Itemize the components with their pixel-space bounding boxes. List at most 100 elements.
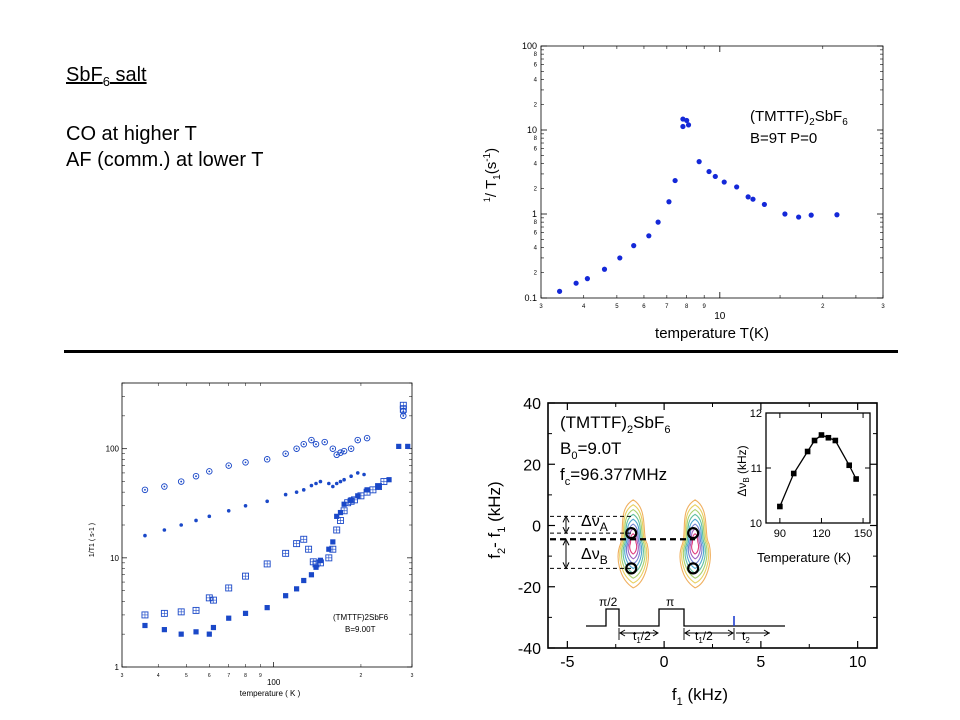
slide-text: SbF6 salt CO at higher T AF (comm.) at l…	[66, 62, 263, 173]
svg-text:B=9.00T: B=9.00T	[345, 625, 376, 634]
chart1-ytick-minor-label: 2	[534, 103, 538, 109]
chart2-point-center	[180, 480, 183, 483]
chart2-point-ring	[177, 478, 185, 485]
chart3-peak-marker	[687, 527, 700, 540]
chart1-ytick-label: 0.1	[524, 293, 537, 303]
chart2-point-circle	[225, 462, 232, 469]
chart3-inset-ylabel: ΔνB (kHz)	[735, 445, 751, 496]
chart1-xtick-minor-label: 5	[615, 304, 619, 310]
chart2-point-boxed	[293, 540, 301, 548]
chart2-point-boxed	[325, 554, 333, 562]
chart1-data-point	[706, 168, 712, 175]
chart1-data-point	[655, 219, 661, 225]
svg-text:ΔνB: ΔνB	[581, 546, 608, 567]
chart2-point-center	[163, 485, 166, 488]
chart3-contour-right	[679, 499, 711, 589]
chart2-point-boxed	[209, 596, 217, 604]
chart2-point-boxed	[192, 606, 200, 614]
chart1-data-point	[750, 196, 756, 202]
chart2-point-square	[396, 443, 402, 449]
chart2-point-ring	[192, 472, 200, 480]
chart2-point-ring	[329, 445, 337, 452]
chart1-data-point	[631, 243, 637, 249]
chart2-point-center	[402, 414, 405, 417]
chart3-inset: 90 120 150 10 11 12	[750, 408, 872, 540]
chart3-inset-ytick-label: 11	[751, 463, 762, 475]
chart2-xtick-label: 100	[267, 678, 281, 687]
chart3-peaks	[625, 527, 700, 575]
chart2-point-ring	[312, 440, 320, 448]
svg-text:π: π	[666, 595, 674, 609]
chart3-ytick-label: 40	[523, 396, 541, 413]
chart2-point-ring	[354, 436, 361, 444]
chart3-ytick-label: -20	[518, 580, 541, 597]
chart2-xtick-minor-label: 6	[208, 673, 211, 679]
chart2-point-ring	[333, 451, 340, 459]
chart2-point-center	[144, 488, 146, 491]
slide-title: SbF6 salt	[66, 64, 147, 89]
chart2-point-boxed	[282, 549, 290, 557]
chart2-point-center	[315, 443, 317, 446]
chart2-point-circle	[177, 478, 185, 485]
chart2-ytick-label: 1	[115, 663, 120, 672]
chart2-point-ring	[363, 434, 371, 442]
chart1-ytick-minor-label: 4	[534, 245, 538, 251]
chart2-point-dot	[334, 481, 339, 486]
chart1-data-point	[761, 201, 767, 208]
chart3-contour-line	[627, 528, 639, 560]
chart2-point-ring	[308, 436, 315, 444]
chart2-ticks: 1 10 100 3 4 5 6 7 8 9 2 3 100	[106, 382, 414, 687]
chart1-ytick-minor-label: 6	[534, 63, 538, 69]
chart2-point-square	[161, 627, 167, 633]
chart1-xtick-minor-label: 9	[703, 304, 707, 310]
chart2-point-dot	[314, 481, 318, 486]
bullet-1: CO at higher T	[66, 123, 197, 145]
chart1-data-point	[646, 233, 652, 239]
chart1-ytick-minor-label: 8	[534, 136, 538, 142]
chart2-point-circle	[192, 472, 200, 480]
chart2-point-ring	[337, 449, 344, 456]
chart3-peak-marker	[625, 562, 638, 575]
chart2-xtick-minor-label: 3	[121, 673, 124, 679]
chart2-ylabel: 1/T1 ( s-1 )	[89, 523, 96, 557]
chart2-point-dot	[243, 503, 248, 508]
chart3-arrowhead	[562, 526, 570, 535]
chart2-xtick-minor-label: 4	[157, 673, 160, 679]
chart3-inset-point	[811, 437, 818, 444]
chart3-ytick-label: 0	[532, 519, 541, 536]
chart1-plot-border	[540, 45, 884, 299]
chart1-ytick-label: 1	[532, 209, 537, 219]
chart2-point-center	[195, 475, 197, 478]
chart3-interval-head	[684, 629, 691, 637]
chart1-data-point	[745, 194, 751, 200]
chart2-point-center	[323, 441, 326, 443]
chart2-point-center	[302, 443, 305, 446]
chart2-point-boxed	[141, 611, 149, 619]
chart2-point-circle	[347, 445, 355, 452]
chart2-point-center	[227, 464, 230, 467]
svg-text:f2- f1 (kHz): f2- f1 (kHz)	[485, 481, 508, 558]
chart3-xtick-label: 5	[756, 654, 765, 671]
chart2-point-center	[284, 452, 287, 455]
chart2-point-ring	[400, 412, 407, 420]
chart2-point-ring	[340, 447, 348, 455]
chart1-data-point	[834, 212, 840, 218]
chart3-xtick-label: -5	[560, 654, 574, 671]
chart3-peak-marker	[625, 527, 638, 540]
chart1-data-point	[782, 211, 788, 217]
chart1-xtick-minor-label: 6	[642, 304, 646, 310]
svg-text:(TMTTF)2SbF6: (TMTTF)2SbF6	[333, 613, 389, 622]
chart3-interval-head	[619, 629, 626, 637]
chart3-contour-line	[617, 499, 649, 589]
chart2-point-boxed	[337, 517, 344, 524]
chart1-ytick-minor-label: 4	[534, 161, 538, 167]
chart2-xtick-minor-label: 8	[244, 673, 247, 679]
chart2-point-ring	[225, 462, 232, 469]
chart3-contour-line	[681, 504, 710, 584]
chart2-point-ring	[206, 468, 213, 475]
chart2-point-boxed	[225, 584, 233, 592]
chart2-point-circle	[300, 440, 307, 448]
chart2-point-ring	[161, 483, 168, 490]
